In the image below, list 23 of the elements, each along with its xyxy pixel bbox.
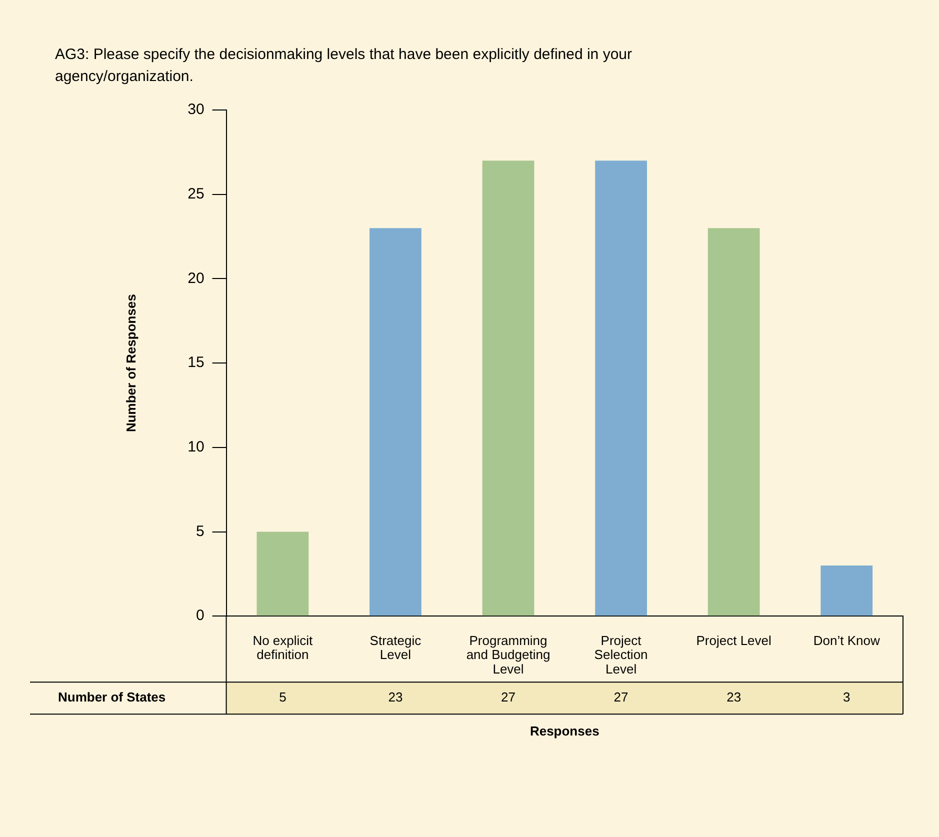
y-tick-label: 10 [188,438,204,456]
x-tick-label: Project Level [696,632,772,648]
x-tick-label: Strategic Level [370,632,422,662]
x-tick-label: No explicit definition [252,632,314,662]
y-tick-label: 30 [188,101,204,118]
x-tick-label: Don’t Know [813,632,880,648]
x-tick-label: Project Selection Level [594,632,648,676]
y-tick-label: 25 [188,185,204,202]
data-label: 23 [726,690,742,705]
x-axis-title: Responses [530,724,600,739]
data-label: 23 [388,690,403,705]
y-tick-label: 0 [196,607,204,624]
y-tick-label: 20 [188,270,204,287]
data-label: 27 [614,690,628,705]
data-label: 27 [501,690,516,705]
chart-title: AG3: Please specify the decisionmaking levels that have been explicitly defined in your agency/organization. [55,45,633,87]
data-label: 5 [279,690,286,705]
y-tick-label: 5 [196,522,204,540]
y-tick-label: 15 [188,354,204,372]
x-tick-label: Programming and Budgeting Level [466,632,550,676]
y-axis-title: Number of Responses [123,294,138,432]
data-label: 3 [842,690,850,705]
text: Number of States [58,690,166,705]
